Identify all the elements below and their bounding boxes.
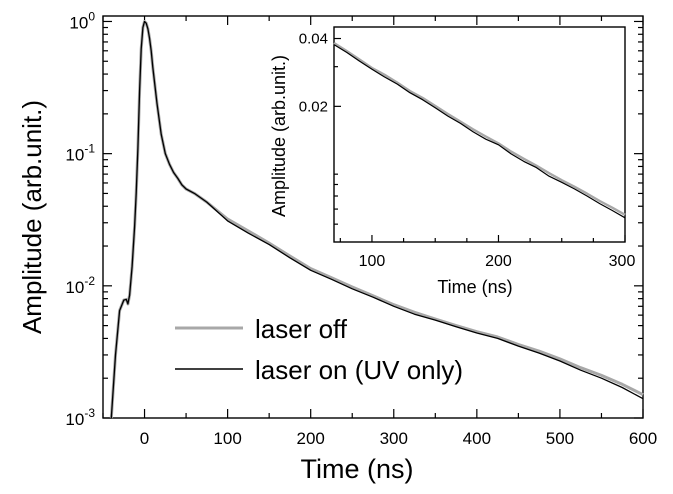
main-x-tick-label: 500 bbox=[546, 429, 574, 448]
inset-plot-frame bbox=[333, 26, 626, 243]
inset-y-tick-label: 0.02 bbox=[299, 98, 328, 115]
inset-y-axis-label: Amplitude (arb.unit.) bbox=[269, 55, 289, 217]
main-x-tick-label: 600 bbox=[629, 429, 657, 448]
inset-axes-layer: 100 200 300 0.02 0.04 bbox=[299, 31, 636, 270]
legend-label-laser-off: laser off bbox=[255, 314, 348, 344]
inset-x-axis-label: Time (ns) bbox=[437, 277, 512, 297]
inset-series-line-laser-on bbox=[333, 44, 626, 219]
main-x-tick-label: 0 bbox=[140, 429, 149, 448]
main-y-axis-label: Amplitude (arb.unit.) bbox=[17, 100, 47, 334]
inset-y-tick-label: 0.04 bbox=[299, 31, 328, 48]
main-plot-frame bbox=[102, 15, 644, 419]
main-x-axis-label: Time (ns) bbox=[301, 454, 414, 484]
main-y-tick-label: 10-1 bbox=[65, 142, 95, 165]
main-y-tick-label: 100 bbox=[69, 9, 95, 32]
main-x-tick-label: 100 bbox=[213, 429, 241, 448]
inset-series-line-laser-off bbox=[333, 41, 626, 216]
inset-x-tick-label: 100 bbox=[359, 253, 386, 270]
inset-background bbox=[334, 27, 625, 242]
main-series-layer bbox=[109, 20, 644, 419]
main-axes-layer: 0 100 200 300 400 500 600 10-3 10-2 10-1 100 bbox=[65, 9, 657, 448]
inset-x-tick-label: 200 bbox=[485, 253, 512, 270]
legend: laser off laser on (UV only) bbox=[175, 314, 463, 385]
inset-x-tick-label: 300 bbox=[609, 253, 636, 270]
inset-series-layer bbox=[333, 41, 626, 219]
main-x-tick-label: 400 bbox=[463, 429, 491, 448]
main-x-tick-label: 200 bbox=[297, 429, 325, 448]
main-y-tick-label: 10-2 bbox=[65, 274, 95, 297]
main-x-tick-label: 300 bbox=[380, 429, 408, 448]
main-y-tick-label: 10-3 bbox=[65, 406, 95, 429]
legend-label-laser-on: laser on (UV only) bbox=[255, 355, 463, 385]
series-line-laser-on bbox=[110, 20, 644, 419]
